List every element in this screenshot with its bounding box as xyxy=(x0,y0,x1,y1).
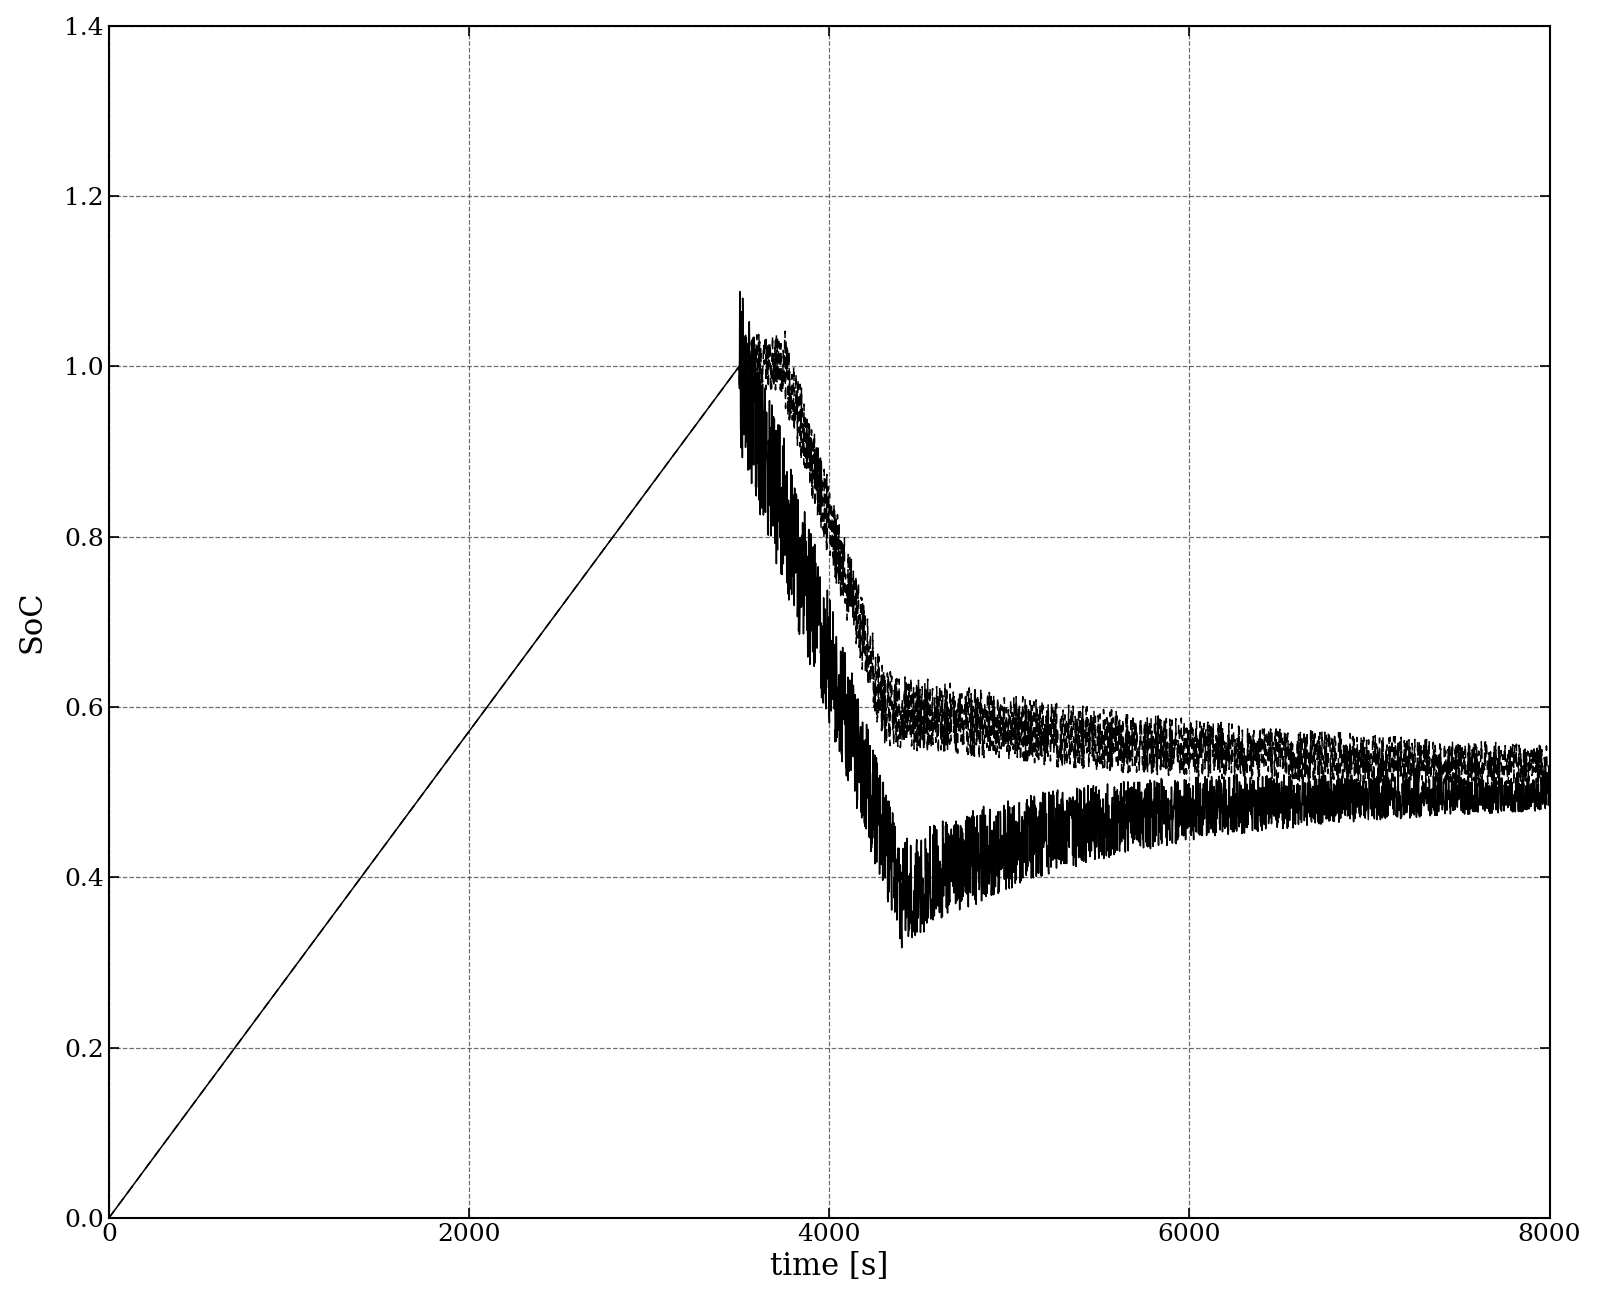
X-axis label: time [s]: time [s] xyxy=(770,1251,888,1282)
Y-axis label: SoC: SoC xyxy=(16,591,48,653)
